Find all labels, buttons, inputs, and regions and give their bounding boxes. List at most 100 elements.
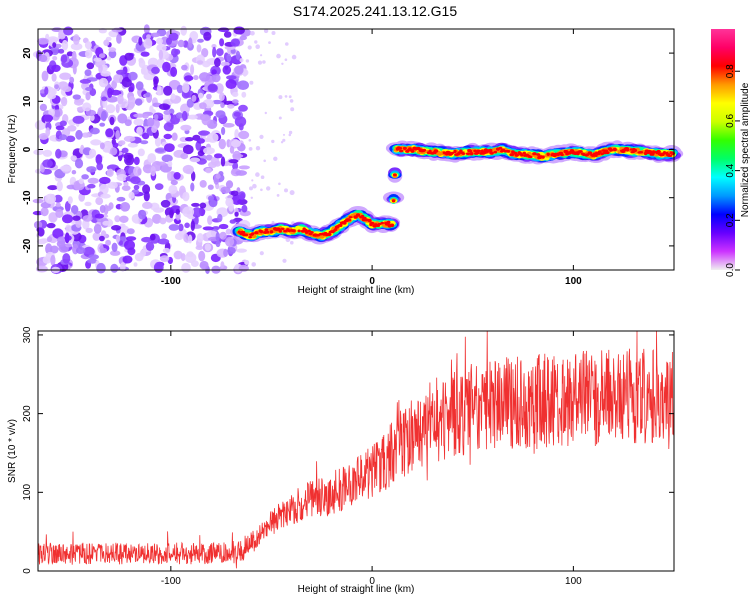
- noise-blob: [184, 252, 197, 263]
- noise-blob: [117, 113, 128, 124]
- noise-blob: [203, 31, 212, 41]
- noise-blob: [75, 129, 83, 140]
- noise-blob: [84, 69, 92, 77]
- noise-blob: [70, 155, 77, 161]
- noise-blob: [87, 258, 98, 264]
- noise-blob: [138, 59, 146, 69]
- noise-blob: [82, 102, 92, 112]
- noise-blob: [215, 240, 221, 248]
- noise-blob: [71, 50, 77, 62]
- ridge-cell: [369, 221, 375, 225]
- noise-blob: [234, 129, 239, 140]
- noise-blob: [212, 46, 217, 58]
- noise-blob: [60, 165, 72, 172]
- noise-blob: [142, 113, 149, 119]
- ridge-cell: [469, 152, 474, 156]
- y-tick-label: 300: [22, 326, 33, 343]
- noise-blob: [87, 177, 100, 184]
- noise-blob: [234, 116, 247, 127]
- ridge-cell: [433, 149, 439, 153]
- noise-blob: [54, 84, 59, 90]
- noise-blob: [115, 130, 120, 140]
- noise-blob: [215, 173, 221, 179]
- noise-blob: [215, 232, 220, 242]
- noise-blob: [54, 109, 61, 118]
- noise-blob: [114, 215, 121, 223]
- snr-y-label: SNR (10 * v/v): [7, 419, 18, 483]
- ridge-cell: [509, 153, 515, 157]
- noise-blob: [271, 31, 276, 35]
- noise-blob: [123, 181, 129, 187]
- noise-blob: [121, 185, 131, 192]
- noise-blob: [211, 44, 217, 49]
- noise-blob: [69, 76, 75, 84]
- noise-blob: [65, 243, 72, 248]
- noise-blob: [284, 58, 288, 61]
- x-tick-label: 100: [565, 576, 582, 587]
- noise-blob: [59, 72, 72, 80]
- noise-blob: [232, 91, 239, 98]
- noise-blob: [107, 87, 113, 99]
- ridge-cell: [266, 230, 270, 234]
- noise-blob: [117, 94, 124, 105]
- ridge-cell: [292, 229, 296, 233]
- noise-blob: [171, 48, 178, 58]
- noise-blob: [72, 63, 77, 75]
- noise-blob: [263, 28, 269, 34]
- noise-blob: [143, 38, 153, 49]
- ridge-cell: [254, 231, 259, 235]
- noise-blob: [220, 261, 225, 269]
- noise-blob: [87, 183, 96, 189]
- noise-blob: [124, 240, 135, 251]
- ridge-cell: [498, 146, 503, 150]
- noise-blob: [188, 37, 193, 48]
- noise-blob: [199, 260, 209, 270]
- noise-blob: [182, 206, 195, 218]
- noise-blob: [195, 245, 204, 250]
- noise-blob: [123, 152, 134, 160]
- noise-blob: [105, 205, 112, 211]
- noise-blob: [157, 238, 170, 245]
- noise-blob: [183, 233, 189, 243]
- noise-blob: [180, 253, 186, 262]
- ridge-cell: [269, 230, 274, 234]
- noise-blob: [103, 39, 110, 47]
- noise-blob: [238, 104, 248, 112]
- noise-blob: [36, 238, 47, 245]
- noise-blob: [105, 128, 114, 138]
- ridge-cell: [656, 149, 661, 154]
- colorbar-fill: [711, 29, 735, 270]
- noise-blob: [180, 153, 189, 160]
- noise-blob: [262, 60, 266, 64]
- noise-blob: [276, 53, 281, 59]
- noise-blob: [214, 57, 221, 67]
- y-tick-label: 0: [22, 146, 33, 152]
- noise-blob: [225, 180, 234, 189]
- colorbar-tick-label: 0.0: [725, 263, 736, 277]
- ridge-cell: [377, 222, 382, 226]
- noise-blob: [239, 35, 247, 41]
- noise-blob: [133, 113, 146, 118]
- ridge-cell: [410, 149, 415, 153]
- noise-blob: [182, 144, 194, 155]
- noise-blob: [55, 202, 61, 208]
- noise-blob: [215, 83, 224, 94]
- noise-blob: [85, 87, 93, 91]
- noise-blob: [120, 202, 131, 212]
- noise-blob: [43, 114, 54, 122]
- ridge-cell: [453, 149, 457, 154]
- noise-blob: [281, 62, 284, 65]
- noise-blob: [249, 186, 253, 191]
- noise-blob: [239, 58, 244, 63]
- noise-blob: [145, 92, 151, 98]
- noise-blob: [119, 223, 126, 228]
- noise-blob: [196, 44, 202, 53]
- noise-blob: [95, 154, 103, 165]
- ridge-cell: [546, 152, 550, 156]
- noise-blob: [163, 122, 174, 132]
- noise-blob: [115, 103, 120, 114]
- noise-blob: [140, 51, 150, 57]
- noise-blob: [218, 223, 229, 230]
